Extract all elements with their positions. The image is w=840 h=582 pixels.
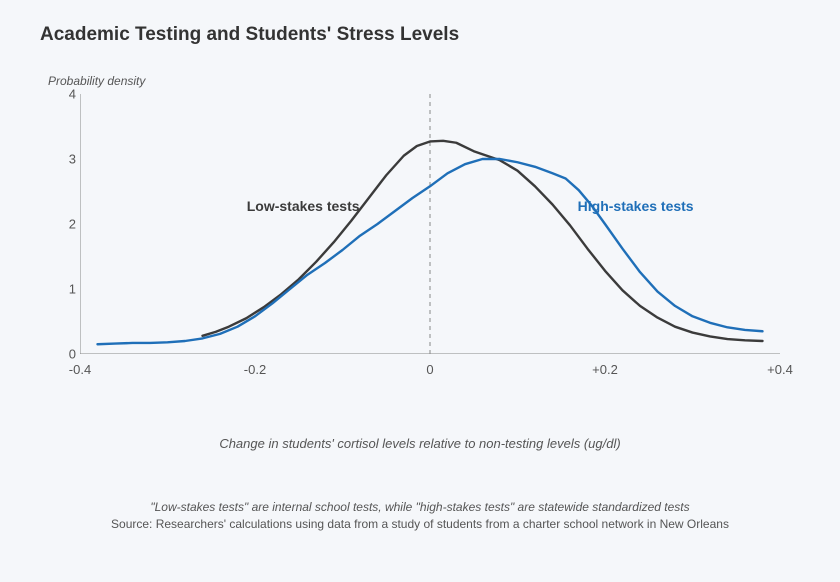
y-tick-label: 0 <box>40 347 76 362</box>
x-tick-label: -0.2 <box>244 362 266 377</box>
x-tick-label: -0.4 <box>69 362 91 377</box>
y-tick-label: 4 <box>40 87 76 102</box>
footnote-source: Source: Researchers' calculations using … <box>40 516 800 533</box>
footnote-note: "Low-stakes tests" are internal school t… <box>40 499 800 516</box>
chart-container: Academic Testing and Students' Stress Le… <box>0 0 840 554</box>
y-tick-label: 1 <box>40 282 76 297</box>
chart-plot <box>80 94 780 354</box>
x-tick-label: 0 <box>426 362 433 377</box>
chart-area: 01234 -0.4-0.20+0.2+0.4 Low-stakes tests… <box>40 94 800 394</box>
chart-title: Academic Testing and Students' Stress Le… <box>40 24 800 46</box>
chart-footnote: "Low-stakes tests" are internal school t… <box>40 499 800 534</box>
x-tick-label: +0.2 <box>592 362 618 377</box>
y-tick-label: 2 <box>40 217 76 232</box>
y-axis-label: Probability density <box>48 74 800 88</box>
series-line <box>98 159 763 344</box>
x-tick-label: +0.4 <box>767 362 793 377</box>
x-axis-label: Change in students' cortisol levels rela… <box>40 436 800 451</box>
series-line <box>203 141 763 341</box>
y-tick-label: 3 <box>40 152 76 167</box>
series-label: High-stakes tests <box>578 198 694 214</box>
series-label: Low-stakes tests <box>247 198 360 214</box>
